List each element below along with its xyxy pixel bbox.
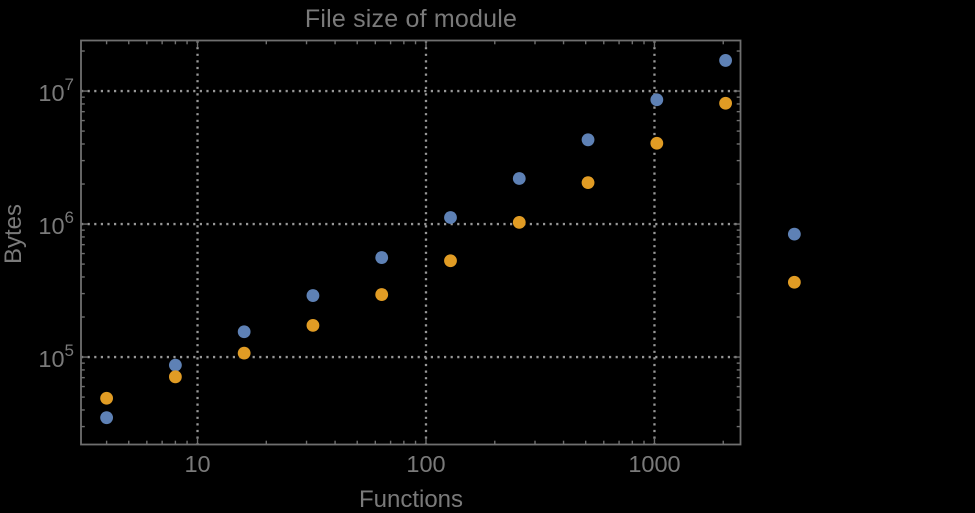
x-tick-label: 1000 <box>628 451 680 477</box>
data-point-series-blue <box>512 172 526 185</box>
data-point-series-blue <box>306 289 320 302</box>
data-point-series-blue <box>237 325 251 339</box>
data-point-series-orange <box>306 318 320 332</box>
data-point-series-orange <box>237 346 251 360</box>
y-axis-label: Bytes <box>0 203 27 265</box>
y-tick-label: 106 <box>38 208 74 239</box>
y-tick-label: 105 <box>38 341 74 372</box>
plot-frame <box>80 39 742 446</box>
x-axis-label: Functions <box>358 486 464 513</box>
data-point-series-blue <box>787 227 801 241</box>
x-tick-label: 10 <box>184 451 210 477</box>
data-point-series-blue <box>444 211 457 224</box>
data-point-series-orange <box>512 215 526 229</box>
data-point-series-blue <box>650 93 664 107</box>
y-tick-label: 107 <box>38 75 74 106</box>
data-point-series-blue <box>719 54 732 67</box>
data-point-series-orange <box>444 254 457 268</box>
data-point-series-orange <box>100 391 114 405</box>
x-tick-label: 100 <box>406 451 445 477</box>
data-point-series-orange <box>168 370 182 384</box>
data-point-series-orange <box>787 275 801 289</box>
data-point-series-blue <box>581 133 595 147</box>
data-point-series-orange <box>719 96 732 110</box>
data-point-series-orange <box>375 288 389 301</box>
data-point-series-blue <box>100 411 114 425</box>
chart-title: File size of module <box>304 5 518 33</box>
data-point-series-orange <box>650 136 664 150</box>
data-point-series-orange <box>581 176 595 189</box>
data-point-series-blue <box>375 251 389 264</box>
data-point-series-blue <box>168 358 182 372</box>
